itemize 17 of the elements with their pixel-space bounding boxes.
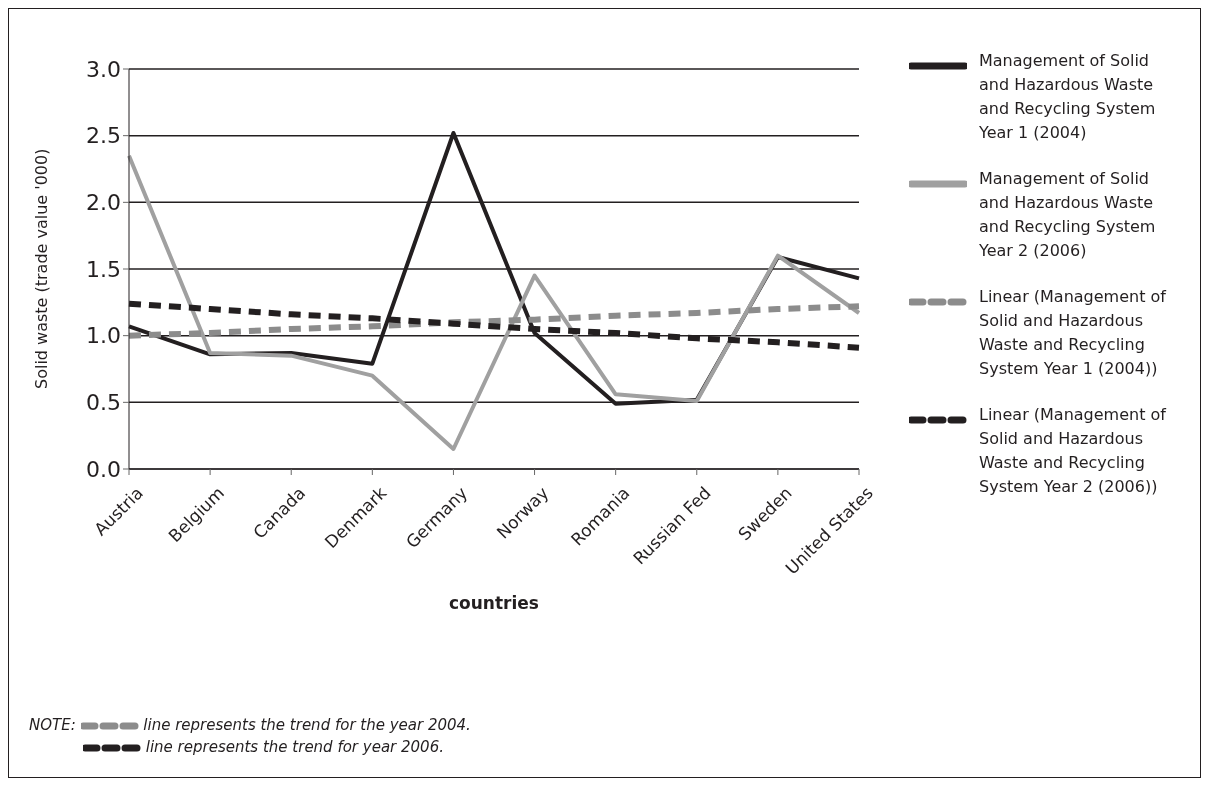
y-tick-label: 0.0 (86, 456, 121, 482)
line-series (127, 153, 861, 451)
y-tick-label: 3.0 (86, 56, 121, 82)
legend-label: Linear (Management of Solid and Hazardous Waste and Recycling System Year 2 (2006)) (979, 404, 1168, 498)
legend-label: Management of Solid and Hazardous Waste and Recycling System Year 2 (2006) (979, 168, 1157, 262)
text: line represents the trend for year 2006. (145, 738, 444, 756)
text: NOTE: (29, 716, 76, 734)
y-axis-title: Solid waste (trade value '000) (31, 148, 51, 389)
y-tick-label: 2.0 (86, 190, 121, 216)
x-axis-title: countries (449, 593, 539, 613)
y-tick-label: 2.5 (86, 123, 121, 149)
y-tick-label: 1.5 (86, 256, 121, 282)
text: line represents the trend for the year 2004. (143, 716, 471, 734)
y-tick-label: 0.5 (86, 390, 121, 416)
y-tick-label: 1.0 (86, 323, 121, 349)
legend-label: Linear (Management of Solid and Hazardous Waste and Recycling System Year 1 (2004)) (979, 286, 1168, 380)
legend-label: Management of Solid and Hazardous Waste and Recycling System Year 1 (2004) (979, 50, 1157, 144)
